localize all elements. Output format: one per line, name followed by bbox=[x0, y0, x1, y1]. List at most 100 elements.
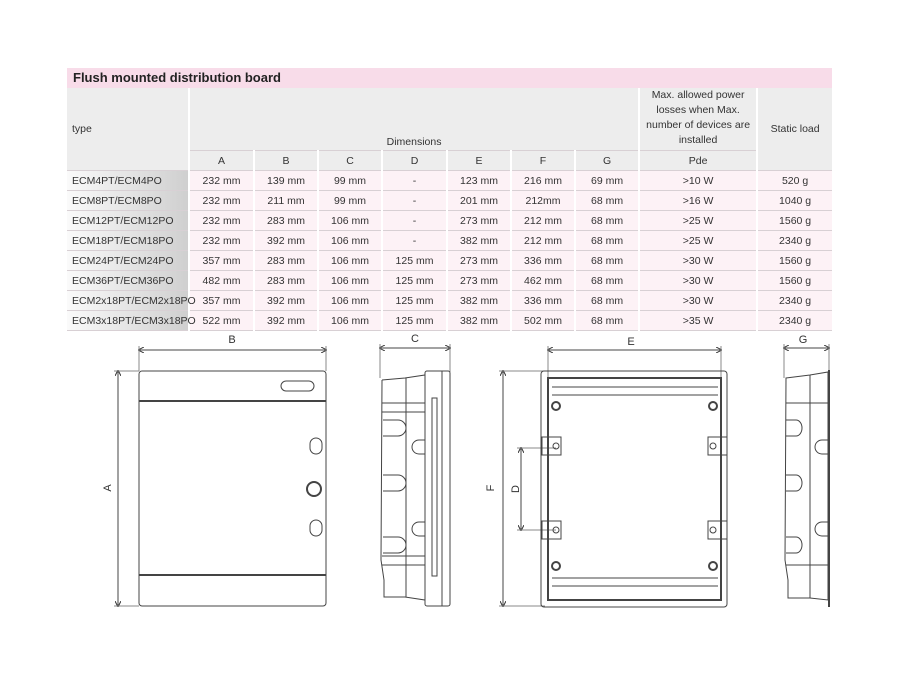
table-row: ECM18PT/ECM18PO 232 mm 392 mm 106 mm -382 mm… bbox=[67, 230, 833, 251]
cell-type: ECM18PT/ECM18PO bbox=[67, 230, 189, 251]
table-row: ECM36PT/ECM36PO 482 mm 283 mm 106 mm 125 mm 2… bbox=[67, 270, 833, 291]
cell-d: 125 mm bbox=[381, 250, 447, 271]
table-title: Flush mounted distribution board bbox=[67, 68, 832, 88]
cell-type: ECM3x18PT/ECM3x18PO bbox=[67, 310, 196, 331]
cell-type: ECM12PT/ECM12PO bbox=[67, 210, 189, 231]
label-e: E bbox=[627, 336, 634, 348]
cell-pde: >25 W bbox=[638, 230, 758, 251]
cell-g: 68 mm bbox=[573, 270, 640, 291]
table-row: ECM24PT/ECM24PO 357 mm 283 mm 106 mm 125 mm 2… bbox=[67, 250, 833, 271]
cell-d: 125 mm bbox=[381, 310, 447, 331]
cell-pde: >25 W bbox=[638, 210, 758, 231]
cell-d: 125 mm bbox=[381, 270, 447, 291]
cell-c: 99 mm bbox=[317, 190, 382, 211]
cell-a: 357 mm bbox=[188, 250, 254, 271]
cell-e: 382 mm bbox=[446, 310, 511, 331]
cell-f: 212 mm bbox=[510, 230, 575, 251]
table-row: ECM4PT/ECM4PO 232 mm 139 mm 99 mm -123 mm 216… bbox=[67, 170, 833, 191]
cell-static-load: 1560 g bbox=[756, 250, 833, 271]
cell-pde: >10 W bbox=[638, 170, 758, 191]
label-b: B bbox=[228, 334, 235, 346]
cell-g: 68 mm bbox=[573, 210, 640, 231]
spec-table-section: Flush mounted distribution board type Di… bbox=[67, 68, 833, 331]
table-row: ECM2x18PT/ECM2x18PO 357 mm 392 mm 106 mm 125… bbox=[67, 290, 833, 311]
cell-d: 125 mm bbox=[381, 290, 447, 311]
cell-d: - bbox=[381, 170, 447, 191]
header-type: type bbox=[67, 88, 189, 171]
header-g: G bbox=[573, 150, 640, 171]
header-static-load: Static load bbox=[756, 88, 833, 171]
cell-b: 392 mm bbox=[253, 310, 318, 331]
label-g: G bbox=[799, 334, 808, 346]
cell-c: 106 mm bbox=[317, 210, 382, 231]
cell-static-load: 1560 g bbox=[756, 210, 833, 231]
header-dimensions: Dimensions bbox=[187, 88, 640, 151]
technical-drawings: B C E G A F D bbox=[102, 333, 830, 608]
back-view-drawing bbox=[499, 346, 728, 608]
cell-pde: >30 W bbox=[638, 250, 758, 271]
label-c: C bbox=[411, 333, 419, 345]
cell-e: 273 mm bbox=[446, 250, 511, 271]
cell-pde: >35 W bbox=[638, 310, 758, 331]
cell-g: 69 mm bbox=[573, 170, 640, 191]
cell-c: 106 mm bbox=[317, 230, 382, 251]
side-view-g-drawing bbox=[784, 344, 830, 607]
cell-type: ECM4PT/ECM4PO bbox=[67, 170, 189, 191]
cell-e: 273 mm bbox=[446, 270, 511, 291]
cell-static-load: 1560 g bbox=[756, 270, 833, 291]
header-d: D bbox=[381, 150, 447, 171]
cell-c: 106 mm bbox=[317, 250, 382, 271]
cell-g: 68 mm bbox=[573, 310, 640, 331]
cell-e: 382 mm bbox=[446, 230, 511, 251]
cell-f: 212 mm bbox=[510, 210, 575, 231]
cell-c: 106 mm bbox=[317, 290, 382, 311]
cell-a: 232 mm bbox=[188, 190, 254, 211]
cell-f: 212mm bbox=[510, 190, 575, 211]
cell-type: ECM36PT/ECM36PO bbox=[67, 270, 189, 291]
cell-pde: >30 W bbox=[638, 270, 758, 291]
cell-b: 211 mm bbox=[253, 190, 318, 211]
label-a: A bbox=[102, 484, 114, 492]
table-row: ECM8PT/ECM8PO 232 mm 211 mm 99 mm -201 mm 212… bbox=[67, 190, 833, 211]
cell-d: - bbox=[381, 210, 447, 231]
cell-g: 68 mm bbox=[573, 230, 640, 251]
cell-c: 106 mm bbox=[317, 310, 382, 331]
cell-b: 283 mm bbox=[253, 270, 318, 291]
cell-g: 68 mm bbox=[573, 250, 640, 271]
cell-f: 462 mm bbox=[510, 270, 575, 291]
cell-a: 232 mm bbox=[188, 210, 254, 231]
table-row: ECM3x18PT/ECM3x18PO 522 mm 392 mm 106 mm 125… bbox=[67, 310, 833, 331]
label-f: F bbox=[485, 484, 497, 491]
cell-b: 283 mm bbox=[253, 250, 318, 271]
cell-type: ECM2x18PT/ECM2x18PO bbox=[67, 290, 196, 311]
cell-g: 68 mm bbox=[573, 290, 640, 311]
cell-f: 336 mm bbox=[510, 290, 575, 311]
header-e: E bbox=[446, 150, 511, 171]
cell-pde: >30 W bbox=[638, 290, 758, 311]
cell-static-load: 520 g bbox=[756, 170, 833, 191]
cell-b: 392 mm bbox=[253, 230, 318, 251]
cell-b: 139 mm bbox=[253, 170, 318, 191]
cell-type: ECM24PT/ECM24PO bbox=[67, 250, 189, 271]
cell-c: 99 mm bbox=[317, 170, 382, 191]
cell-d: - bbox=[381, 230, 447, 251]
cell-a: 482 mm bbox=[188, 270, 254, 291]
label-d: D bbox=[510, 485, 522, 493]
cell-f: 502 mm bbox=[510, 310, 575, 331]
cell-e: 123 mm bbox=[446, 170, 511, 191]
front-view-drawing bbox=[114, 346, 326, 606]
cell-type: ECM8PT/ECM8PO bbox=[67, 190, 189, 211]
cell-f: 216 mm bbox=[510, 170, 575, 191]
cell-e: 201 mm bbox=[446, 190, 511, 211]
header-c: C bbox=[317, 150, 382, 171]
header-f: F bbox=[510, 150, 575, 171]
table-row: ECM12PT/ECM12PO 232 mm 283 mm 106 mm -273 mm… bbox=[67, 210, 833, 231]
cell-a: 232 mm bbox=[188, 170, 254, 191]
spec-table: type Dimensions Max. allowed power losse… bbox=[67, 88, 833, 331]
cell-static-load: 2340 g bbox=[756, 230, 833, 251]
cell-static-load: 2340 g bbox=[756, 290, 833, 311]
header-a: A bbox=[188, 150, 254, 171]
cell-a: 357 mm bbox=[188, 290, 254, 311]
cell-g: 68 mm bbox=[573, 190, 640, 211]
cell-c: 106 mm bbox=[317, 270, 382, 291]
